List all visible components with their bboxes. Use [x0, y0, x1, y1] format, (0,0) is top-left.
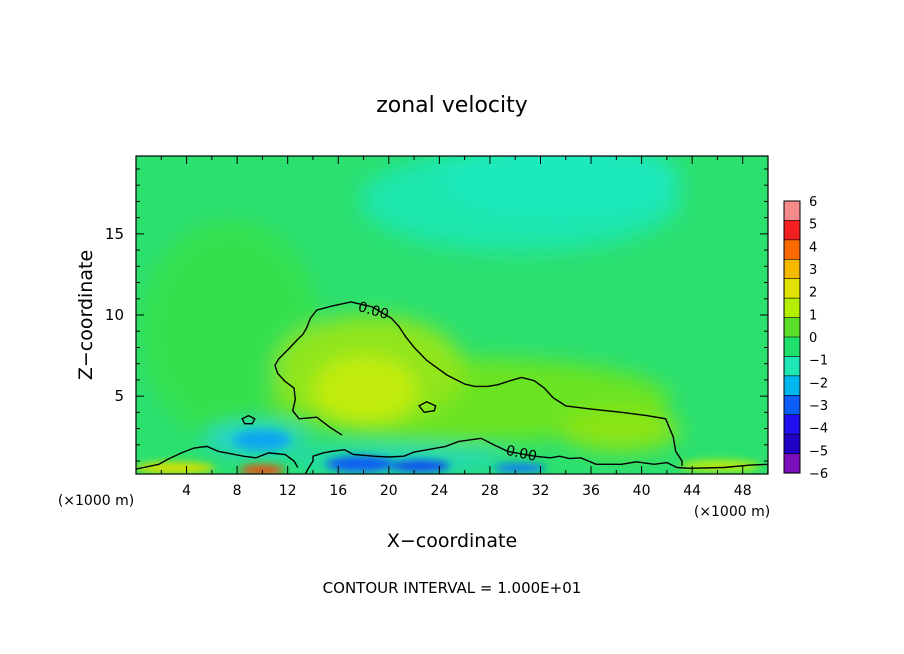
x-tick-labels: 4 8 12 16 20 24 28 32 36 40 44 48	[182, 483, 752, 499]
contour-label: 0.00	[504, 443, 538, 465]
y-tick-labels: 5 10 15	[105, 225, 124, 405]
x-unit-left: (×1000 m)	[58, 493, 134, 509]
y-axis-label: Z−coordinate	[75, 250, 97, 380]
x-tick-label: 32	[532, 483, 550, 499]
colorbar-label: 0	[809, 331, 817, 346]
axis-ticks	[135, 156, 769, 474]
colorbar-swatch	[783, 258, 801, 280]
chart-title: zonal velocity	[376, 93, 528, 118]
contour-interval-note: CONTOUR INTERVAL = 1.000E+01	[323, 579, 582, 597]
colorbar-label: 4	[809, 240, 817, 255]
colorbar-label: −4	[809, 422, 828, 437]
zero-contour-line	[274, 301, 683, 466]
colorbar-label: −6	[809, 467, 828, 482]
x-tick-label: 16	[329, 483, 347, 499]
x-tick-label: 24	[430, 483, 448, 499]
zero-contour-blob	[241, 414, 256, 425]
colorbar-label: 6	[809, 195, 817, 210]
colorbar-swatch	[783, 200, 801, 222]
colorbar-label: 5	[809, 218, 817, 233]
colorbar-label: 1	[809, 308, 817, 323]
colorbar-label: −2	[809, 376, 828, 391]
colorbar-swatch	[783, 453, 801, 474]
colorbar-swatch	[783, 433, 801, 455]
x-tick-label: 40	[633, 483, 651, 499]
colorbar-label: 3	[809, 263, 817, 278]
heatmap-field	[136, 156, 768, 474]
y-tick-label: 5	[114, 387, 124, 405]
colorbar-label: −1	[809, 354, 828, 369]
colorbar-swatch	[783, 336, 801, 358]
colorbar-label: −5	[809, 444, 828, 459]
x-tick-label: 4	[182, 483, 191, 499]
y-tick-label: 15	[105, 225, 124, 243]
contours	[136, 301, 768, 474]
x-tick-label: 20	[380, 483, 398, 499]
zero-contour-line	[136, 445, 299, 470]
colorbar	[783, 200, 801, 474]
x-tick-label: 48	[734, 483, 752, 499]
x-tick-label: 8	[233, 483, 242, 499]
colorbar-swatch	[783, 317, 801, 338]
colorbar-swatch	[783, 356, 801, 377]
colorbar-swatch	[783, 278, 801, 299]
x-tick-label: 36	[582, 483, 600, 499]
zero-contour-line	[304, 437, 768, 474]
zero-contour-blob	[418, 401, 437, 414]
colorbar-swatch	[783, 414, 801, 435]
x-tick-label: 28	[481, 483, 499, 499]
colorbar-swatch	[783, 220, 801, 241]
x-unit-right: (×1000 m)	[694, 504, 770, 520]
x-tick-label: 12	[279, 483, 297, 499]
colorbar-swatch	[783, 239, 801, 260]
x-axis-label: X−coordinate	[387, 530, 517, 552]
colorbar-swatch	[783, 375, 801, 396]
colorbar-labels: 6 5 4 3 2 1 0 −1 −2 −3 −4 −5 −6	[809, 195, 828, 482]
colorbar-swatch	[783, 297, 801, 319]
colorbar-frame	[783, 200, 801, 474]
colorbar-swatch	[783, 394, 801, 416]
x-tick-label: 44	[683, 483, 701, 499]
colorbar-label: −3	[809, 399, 828, 414]
y-tick-label: 10	[105, 306, 124, 324]
colorbar-label: 2	[809, 286, 817, 301]
